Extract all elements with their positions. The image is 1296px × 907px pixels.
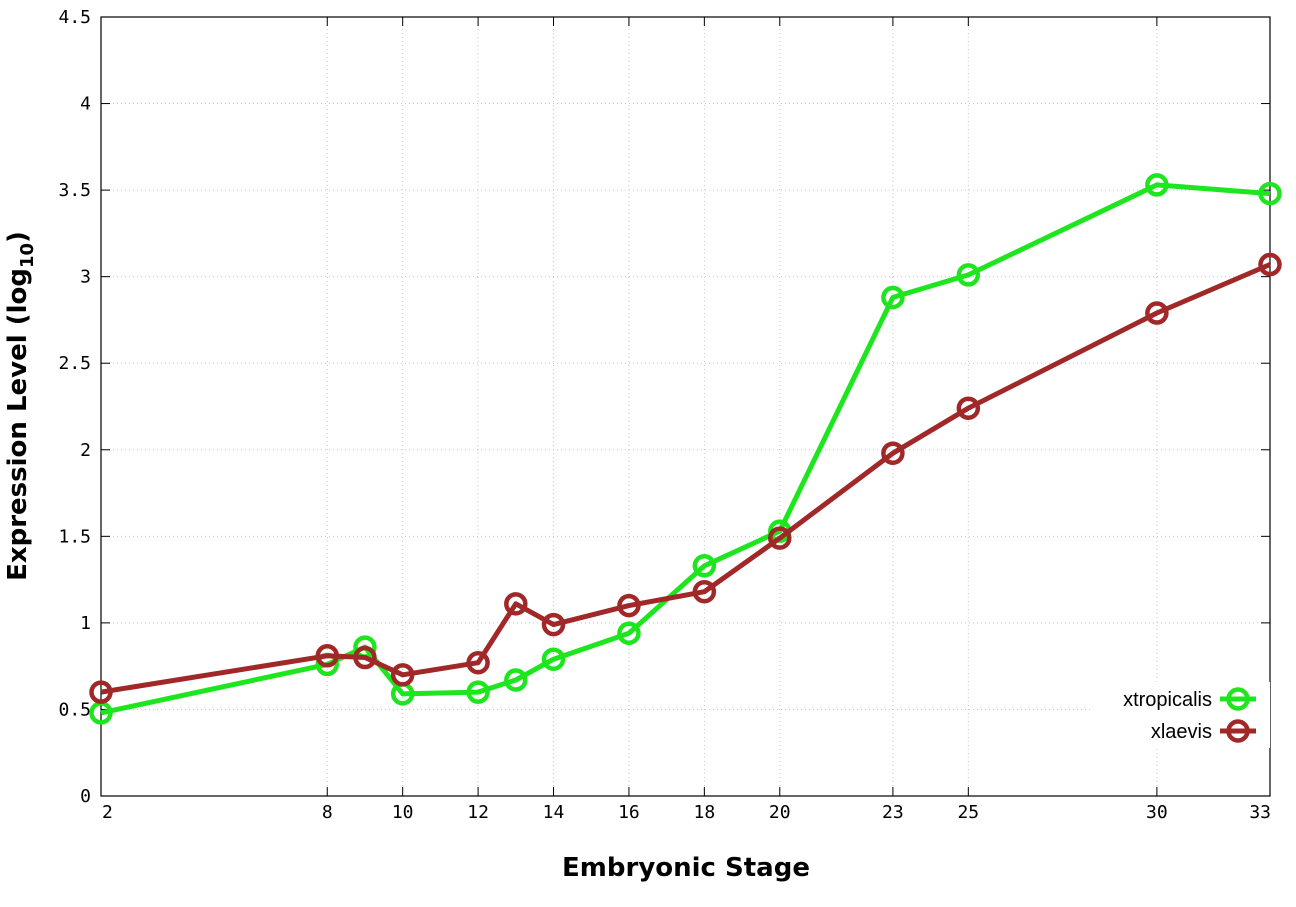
data-point xyxy=(504,668,528,692)
data-point xyxy=(541,647,566,671)
data-point xyxy=(1145,301,1169,325)
y-tick-label: 3 xyxy=(80,267,91,288)
x-tick-label: 2 xyxy=(102,802,113,823)
data-point xyxy=(692,579,717,604)
x-tick-label: 16 xyxy=(618,802,640,823)
series-line-xtropicalis xyxy=(100,182,1271,716)
series-xtropicalis xyxy=(89,173,1282,725)
data-point xyxy=(541,612,566,637)
grid-lines xyxy=(101,17,1270,796)
data-point xyxy=(390,663,415,687)
data-point xyxy=(1145,173,1169,197)
data-point xyxy=(466,650,490,675)
data-point xyxy=(956,263,981,287)
y-axis-title-main: Expression Level (log xyxy=(3,268,33,581)
x-tick-label: 30 xyxy=(1146,802,1168,823)
data-point xyxy=(1258,252,1282,277)
data-point xyxy=(617,593,641,618)
y-tick-label: 0 xyxy=(80,786,91,807)
x-axis-title: Embryonic Stage xyxy=(562,853,810,883)
data-point xyxy=(1258,181,1282,206)
x-tick-label: 10 xyxy=(392,802,414,823)
series-layer xyxy=(89,173,1282,725)
legend: xtropicalis xlaevis xyxy=(1092,682,1270,748)
data-point xyxy=(881,285,905,310)
x-tick-label: 33 xyxy=(1249,802,1271,823)
legend-label-xtropicalis: xtropicalis xyxy=(1123,689,1212,711)
plot-area-border xyxy=(100,16,1271,797)
y-axis-title-subscript: 10 xyxy=(17,243,38,268)
x-tick-label: 14 xyxy=(543,802,565,823)
y-axis-title: Expression Level (log10) xyxy=(3,231,38,581)
data-point xyxy=(315,644,340,668)
data-point xyxy=(692,554,717,578)
y-axis-title-end: ) xyxy=(3,231,33,243)
legend-marker-xlaevis xyxy=(1226,719,1250,743)
data-point xyxy=(353,645,377,670)
y-tick-label: 3.5 xyxy=(58,180,91,201)
data-point xyxy=(617,621,641,646)
y-tick-label: 2 xyxy=(80,440,91,461)
x-tick-label: 20 xyxy=(769,802,791,823)
data-point xyxy=(881,441,905,465)
x-tick-label: 8 xyxy=(322,802,333,823)
y-tick-label: 1.5 xyxy=(58,526,91,547)
data-point xyxy=(956,396,981,420)
data-point xyxy=(768,526,792,550)
legend-label-xlaevis: xlaevis xyxy=(1151,721,1212,743)
data-point xyxy=(504,592,528,616)
y-tick-label: 4 xyxy=(80,94,91,115)
x-tick-label: 23 xyxy=(882,802,904,823)
series-line-xlaevis xyxy=(100,262,1271,695)
y-tick-label: 2.5 xyxy=(58,353,91,374)
axis-ticks: 0 0.5 1 1.5 2 2.5 3 3.5 4 4.5 2 8 10 12 14 16 18 20 23 25 30… xyxy=(58,7,1271,823)
y-tick-label: 0.5 xyxy=(58,699,91,720)
y-tick-label: 1 xyxy=(80,613,91,634)
legend-marker-xtropicalis xyxy=(1226,687,1250,711)
data-point xyxy=(89,680,113,704)
data-point xyxy=(466,680,490,704)
x-tick-label: 12 xyxy=(467,802,489,823)
series-xlaevis xyxy=(89,252,1282,704)
legend-background xyxy=(1092,682,1270,748)
x-tick-label: 25 xyxy=(957,802,979,823)
y-tick-label: 4.5 xyxy=(58,7,91,28)
x-tick-label: 18 xyxy=(694,802,716,823)
